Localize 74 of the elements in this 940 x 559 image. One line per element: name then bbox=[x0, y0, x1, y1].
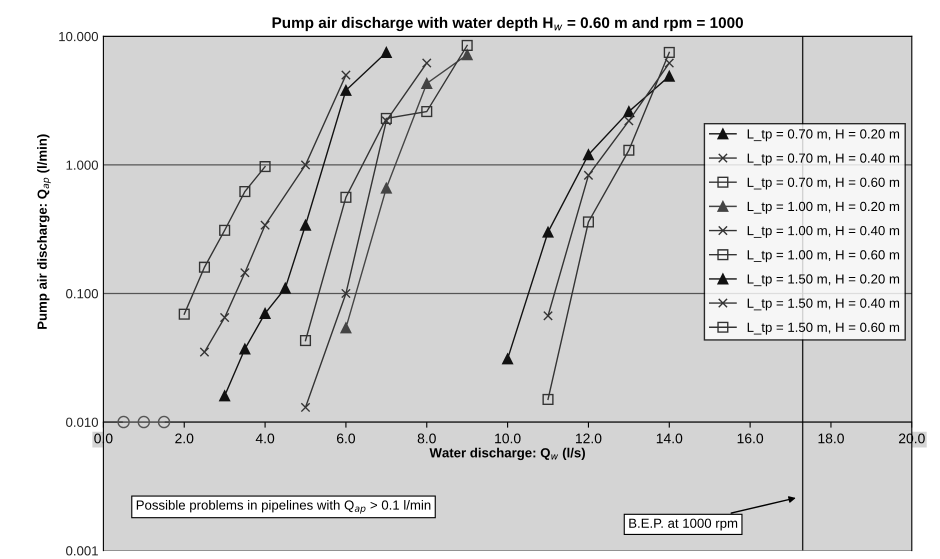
point bbox=[380, 182, 392, 194]
point bbox=[582, 149, 594, 160]
y-tick-label: 0.100 bbox=[66, 289, 98, 298]
legend-label: L_tp = 1.50 m, H = 0.40 m bbox=[748, 298, 900, 310]
x-tick-label: 4.0 bbox=[256, 434, 274, 444]
point bbox=[664, 70, 675, 82]
point bbox=[178, 308, 190, 320]
point bbox=[542, 226, 554, 238]
point bbox=[623, 144, 634, 156]
chart-title: Pump air discharge with water depth H$_{w}$ = 0.60 m and rpm = 1000 bbox=[272, 16, 743, 32]
point bbox=[664, 58, 674, 68]
point bbox=[220, 312, 230, 322]
point bbox=[260, 308, 271, 319]
point bbox=[341, 288, 351, 298]
x-tick-label: 6.0 bbox=[336, 434, 356, 444]
legend-label: L_tp = 1.50 m, H = 0.60 m bbox=[748, 322, 900, 335]
y-tick-label: 10.000 bbox=[59, 32, 98, 42]
point bbox=[198, 262, 210, 273]
point bbox=[623, 106, 634, 118]
x-tick-label: 12.0 bbox=[576, 434, 602, 444]
x-tick-label: 14.0 bbox=[656, 434, 682, 444]
point bbox=[502, 353, 514, 364]
point bbox=[280, 282, 291, 294]
point bbox=[117, 416, 130, 428]
point bbox=[340, 192, 352, 203]
annotation: Possible problems in pipelines with Q$_{ap}$ > 0.1 l/min bbox=[136, 500, 430, 514]
legend-label: L_tp = 0.70 m, H = 0.60 m bbox=[748, 178, 900, 190]
legend-label: L_tp = 1.00 m, H = 0.40 m bbox=[748, 226, 900, 238]
x-tick-label: 2.0 bbox=[175, 434, 194, 444]
point bbox=[239, 343, 250, 355]
legend-label: L_tp = 0.70 m, H = 0.40 m bbox=[748, 153, 900, 166]
legend-label: L_tp = 0.70 m, H = 0.20 m bbox=[748, 129, 900, 142]
point bbox=[462, 49, 473, 60]
y-tick-label: 0.010 bbox=[66, 418, 98, 427]
x-axis-title: Water discharge: Q$_{w}$ (l/s) bbox=[430, 448, 585, 460]
point bbox=[543, 310, 553, 321]
point bbox=[542, 394, 554, 405]
point bbox=[200, 347, 210, 357]
point bbox=[422, 58, 432, 68]
point bbox=[462, 40, 473, 51]
ref-line-label: B.E.P. at 1000 rpm bbox=[629, 518, 738, 531]
point bbox=[240, 268, 250, 278]
point bbox=[300, 220, 312, 231]
y-axis-title: Pump air discharge: Q$_{ap}$ (l/min) bbox=[37, 134, 51, 329]
y-tick-label: 1.000 bbox=[66, 160, 98, 170]
x-tick-label: 16.0 bbox=[738, 434, 764, 444]
point bbox=[260, 161, 271, 172]
y-tick-label: 0.001 bbox=[66, 546, 98, 556]
point bbox=[380, 46, 392, 58]
point bbox=[219, 390, 230, 402]
point bbox=[239, 186, 250, 198]
point bbox=[421, 78, 432, 90]
legend-label: L_tp = 1.00 m, H = 0.20 m bbox=[748, 202, 900, 214]
point bbox=[158, 416, 170, 428]
point bbox=[300, 160, 310, 170]
point bbox=[380, 112, 392, 124]
point bbox=[421, 106, 432, 118]
point bbox=[664, 46, 675, 58]
point bbox=[260, 220, 270, 230]
point bbox=[300, 335, 312, 346]
point bbox=[584, 170, 594, 180]
point bbox=[340, 322, 352, 334]
x-tick-label: 10.0 bbox=[495, 434, 521, 444]
x-tick-label: 18.0 bbox=[818, 434, 844, 444]
legend-label: L_tp = 1.00 m, H = 0.60 m bbox=[748, 250, 900, 262]
point bbox=[582, 216, 594, 228]
point bbox=[624, 116, 634, 126]
point bbox=[138, 416, 150, 428]
point bbox=[300, 402, 310, 412]
point bbox=[340, 84, 352, 96]
point bbox=[219, 224, 230, 236]
point bbox=[341, 70, 351, 80]
x-tick-label: 8.0 bbox=[418, 434, 436, 444]
legend-label: L_tp = 1.50 m, H = 0.20 m bbox=[748, 274, 900, 286]
